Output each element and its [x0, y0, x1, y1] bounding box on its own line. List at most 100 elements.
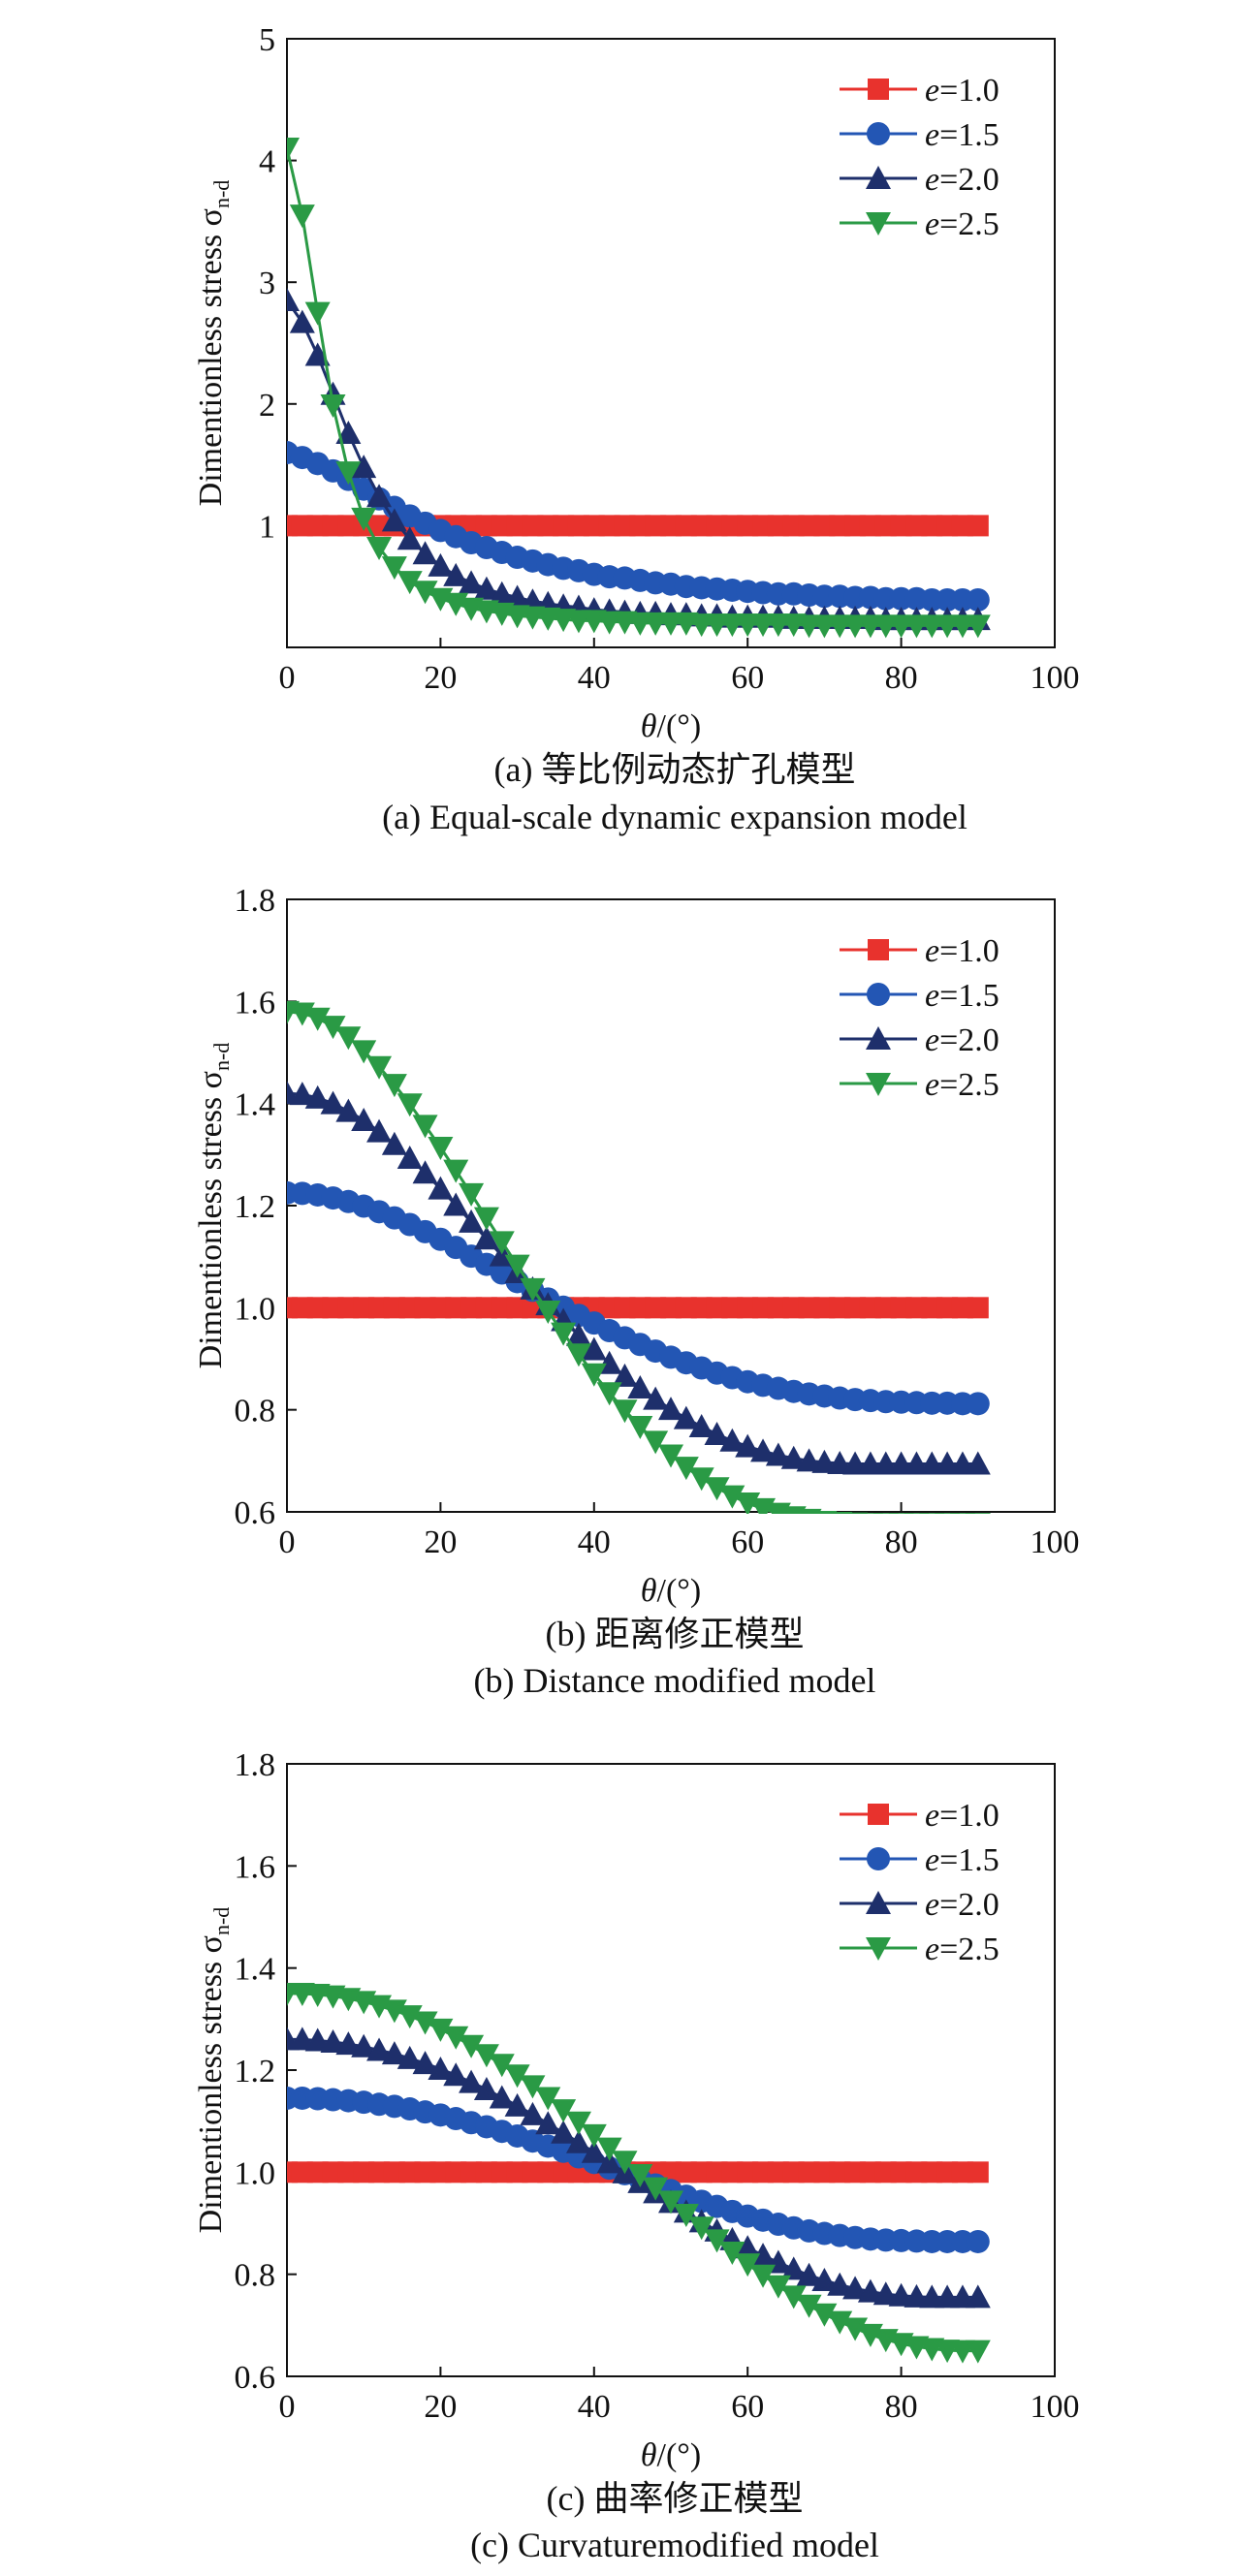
- data-point: [919, 1513, 945, 1514]
- y-tick-label: 1: [259, 509, 275, 545]
- legend-label: e=1.0: [925, 1798, 999, 1834]
- data-point: [396, 1146, 423, 1170]
- data-point: [428, 2056, 454, 2080]
- data-point: [428, 1136, 454, 1160]
- data-point: [966, 2229, 990, 2253]
- data-point: [289, 309, 315, 333]
- data-point: [351, 2033, 377, 2058]
- data-point: [551, 1322, 577, 1346]
- data-point: [489, 581, 515, 605]
- data-point: [967, 515, 989, 537]
- y-tick-label: 0.8: [235, 1394, 276, 1429]
- data-point: [688, 1467, 714, 1492]
- data-point: [596, 1382, 622, 1406]
- x-tick-label: 20: [424, 1524, 457, 1560]
- data-point: [489, 2085, 515, 2109]
- data-point: [366, 1118, 393, 1143]
- data-point: [287, 288, 300, 312]
- x-tick-label: 20: [424, 2389, 457, 2425]
- data-point: [581, 1363, 607, 1387]
- legend-marker: [867, 122, 890, 145]
- data-point: [459, 2034, 485, 2058]
- data-point: [596, 2137, 622, 2161]
- y-tick-label: 0.6: [235, 2360, 276, 2396]
- x-tick-label: 100: [1031, 1524, 1080, 1560]
- series-e=2.5: [287, 1000, 991, 1514]
- data-point: [842, 1512, 869, 1514]
- data-point: [673, 1405, 699, 1429]
- data-point: [428, 2018, 454, 2042]
- data-point: [643, 1386, 669, 1410]
- y-tick-label: 1.8: [235, 883, 276, 919]
- legend-label: e=2.5: [925, 206, 999, 242]
- data-point: [842, 2276, 869, 2300]
- data-point: [304, 301, 331, 326]
- data-point: [289, 2026, 315, 2051]
- data-point: [351, 1108, 377, 1132]
- x-tick-label: 60: [731, 2389, 764, 2425]
- data-point: [857, 2278, 883, 2303]
- legend: e=1.0 e=1.5 e=2.0 e=2.5: [840, 73, 999, 242]
- data-point: [658, 1444, 683, 1468]
- legend-marker: [866, 1073, 891, 1096]
- legend-label: e=2.5: [925, 1932, 999, 1967]
- y-tick-label: 1.2: [235, 2054, 276, 2089]
- x-tick-label: 80: [885, 1524, 918, 1560]
- y-axis-label: Dimentionless stress σn-d: [193, 1043, 234, 1369]
- data-point: [658, 1397, 683, 1421]
- legend-marker: [867, 1847, 890, 1870]
- y-axis-label: Dimentionless stress σn-d: [193, 1907, 234, 2234]
- series-e=1.5: [287, 441, 990, 613]
- data-point: [473, 1207, 499, 1231]
- data-point: [396, 1093, 423, 1117]
- series-e=2.5: [287, 1983, 991, 2364]
- data-point: [780, 1445, 807, 1469]
- data-point: [396, 2005, 423, 2029]
- data-point: [627, 1416, 653, 1440]
- data-point: [351, 507, 377, 531]
- data-point: [565, 1322, 591, 1346]
- y-tick-label: 2: [259, 388, 275, 424]
- data-point: [811, 1511, 838, 1514]
- caption-english: (a) Equal-scale dynamic expansion model: [382, 798, 967, 836]
- data-point: [489, 1231, 515, 1255]
- data-point: [612, 1399, 638, 1424]
- y-tick-label: 1.6: [235, 1849, 276, 1885]
- data-point: [627, 1375, 653, 1399]
- data-point: [658, 2190, 683, 2215]
- data-point: [520, 2101, 546, 2125]
- legend-label: e=1.5: [925, 978, 999, 1014]
- data-point: [335, 420, 362, 444]
- data-point: [965, 1513, 991, 1514]
- legend: e=1.0 e=1.5 e=2.0 e=2.5: [840, 1798, 999, 1967]
- legend-marker: [866, 166, 891, 189]
- data-point: [443, 1192, 469, 1216]
- data-point: [535, 2111, 561, 2135]
- data-point: [965, 2340, 991, 2364]
- data-point: [351, 1040, 377, 1064]
- data-point: [443, 2026, 469, 2050]
- series-e=1.5: [287, 1180, 990, 1416]
- data-point: [966, 1392, 990, 1416]
- series-e=2.0: [287, 1081, 991, 1475]
- y-tick-label: 1.8: [235, 1747, 276, 1783]
- legend-marker: [867, 983, 890, 1006]
- data-point: [811, 1449, 838, 1473]
- data-point: [335, 1026, 362, 1051]
- data-point: [304, 1084, 331, 1109]
- legend-label: e=2.0: [925, 1022, 999, 1058]
- data-point: [949, 1513, 975, 1514]
- data-point: [381, 2041, 407, 2065]
- series-e=1.0: [287, 1297, 989, 1319]
- legend-label: e=2.0: [925, 1887, 999, 1923]
- data-point: [719, 1485, 745, 1509]
- data-point: [412, 541, 438, 565]
- legend-label: e=2.0: [925, 162, 999, 198]
- data-point: [612, 1363, 638, 1387]
- y-tick-label: 1.2: [235, 1189, 276, 1225]
- x-tick-label: 20: [424, 660, 457, 696]
- data-point: [335, 2031, 362, 2056]
- data-point: [765, 1502, 791, 1514]
- legend-marker: [868, 1804, 889, 1825]
